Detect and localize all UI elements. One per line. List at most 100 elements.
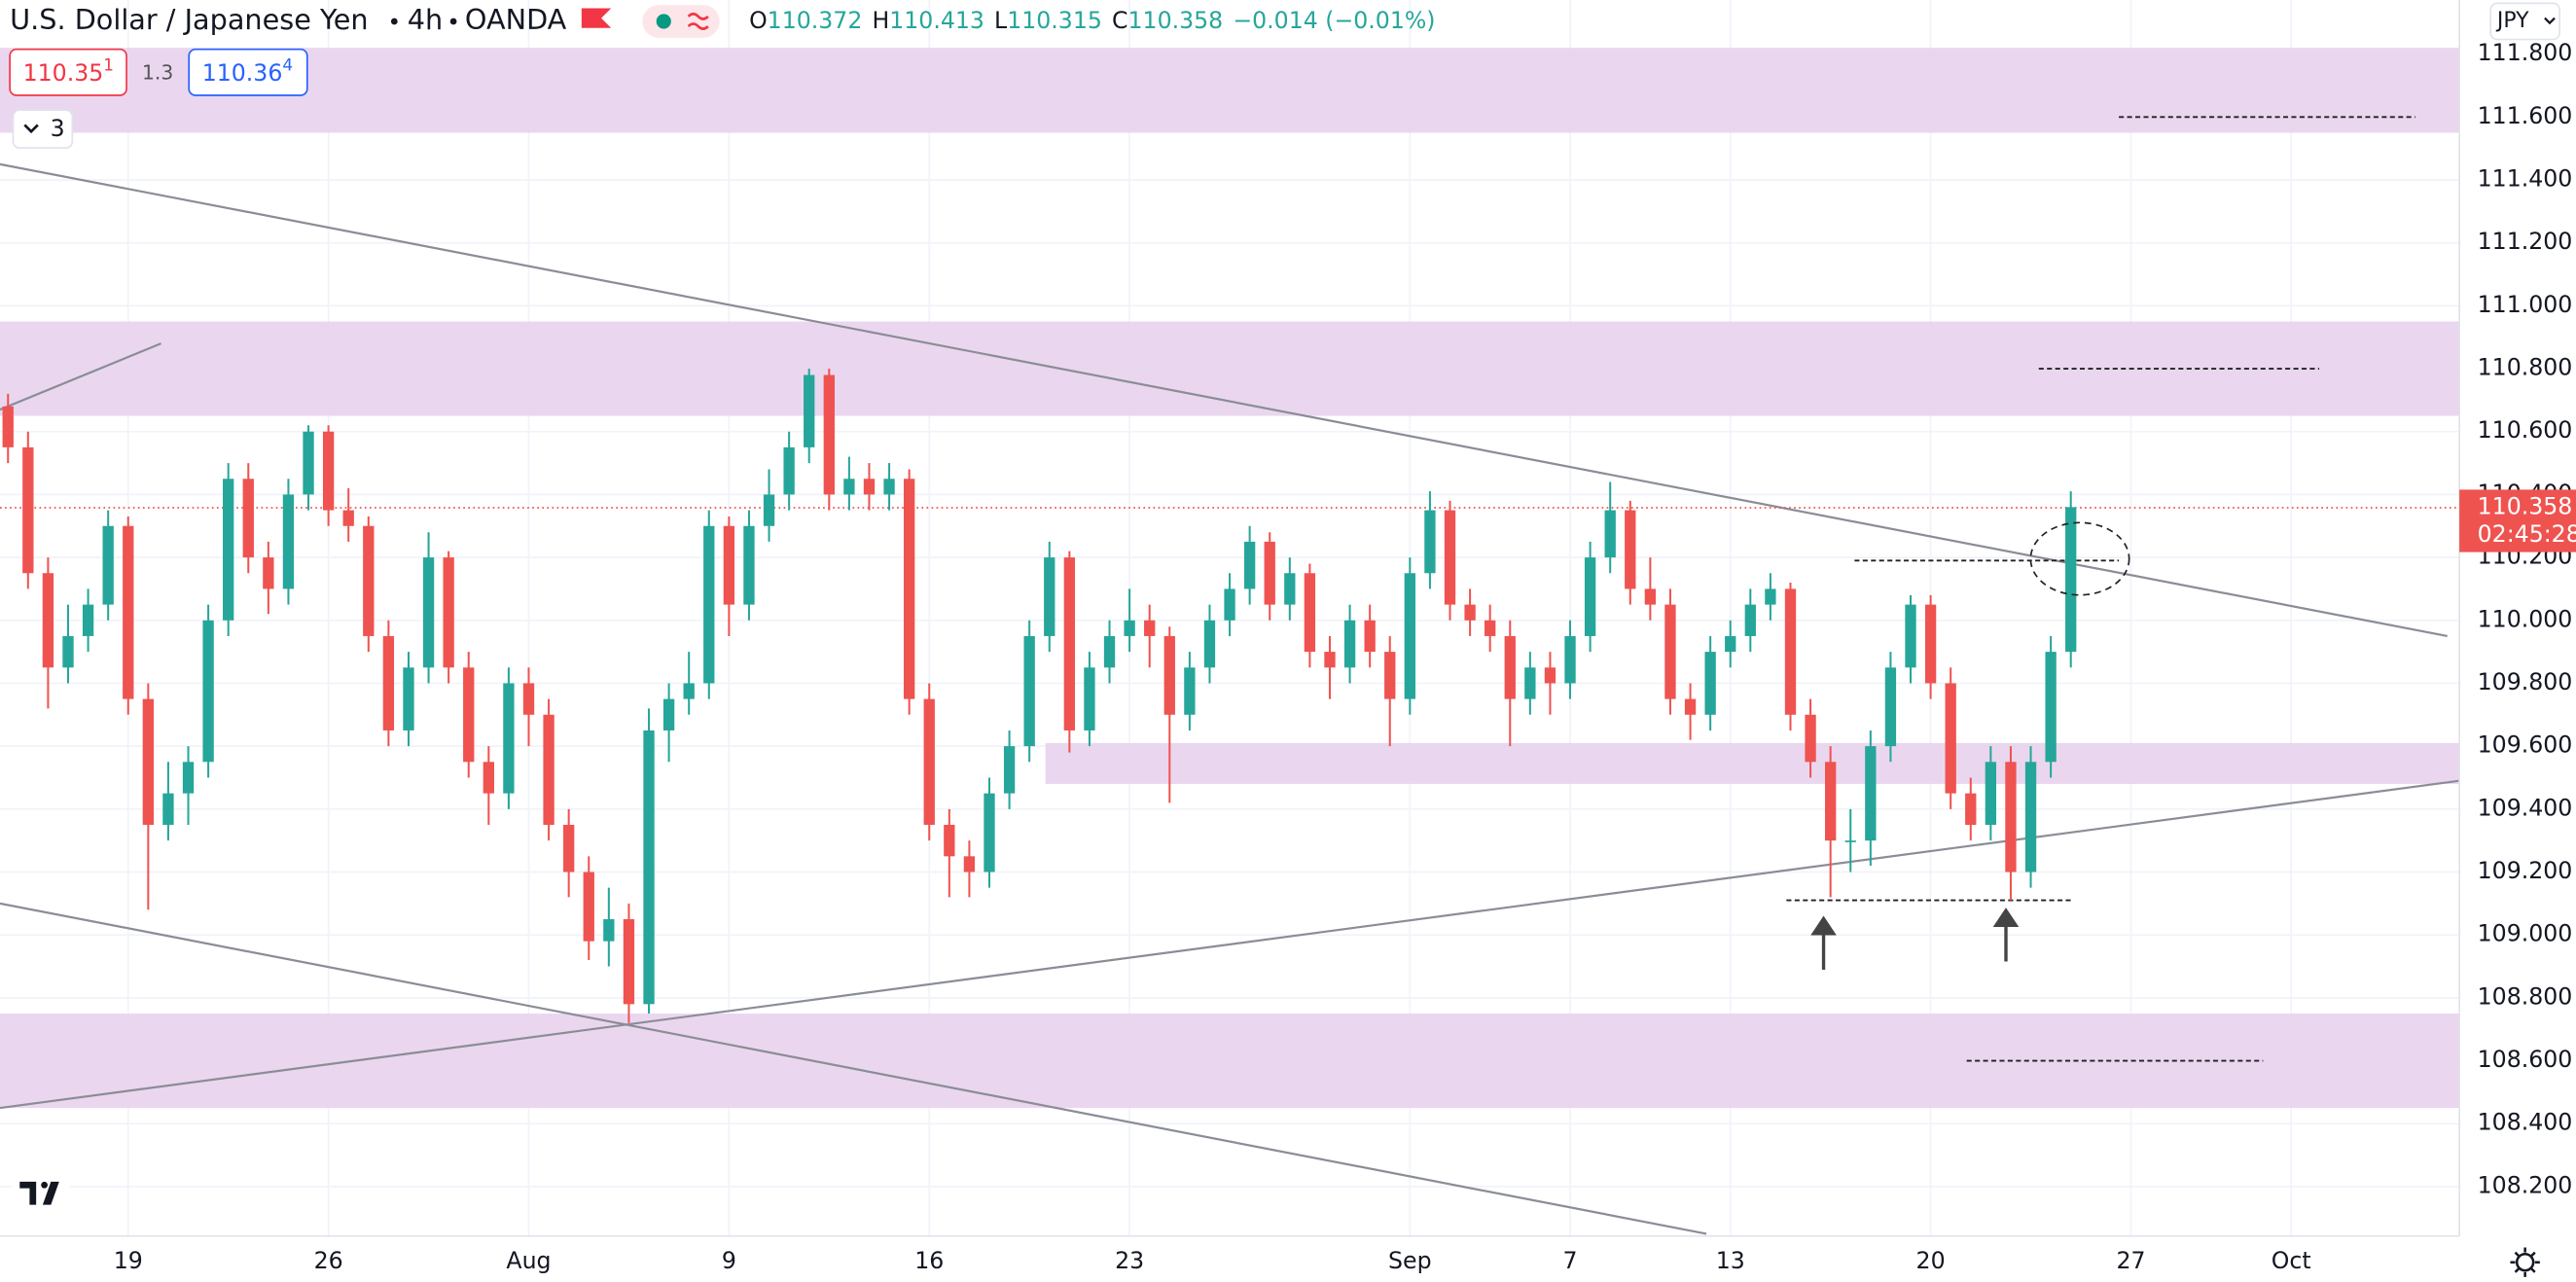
candle-body (1343, 620, 1356, 668)
candle-body (1884, 667, 1897, 747)
candle-body (1163, 635, 1175, 715)
status-pill[interactable] (642, 5, 720, 38)
x-tick-label: 13 (1716, 1247, 1745, 1274)
candle-body (1144, 620, 1156, 636)
y-tick-label: 108.600 (2478, 1046, 2573, 1073)
trend-line (0, 902, 1707, 1235)
settings-icon[interactable] (2510, 1247, 2540, 1277)
candle-body (1844, 840, 1856, 842)
source: OANDA (465, 3, 567, 36)
candle-body (743, 525, 755, 605)
candle-body (282, 494, 295, 589)
candle-body (723, 525, 735, 605)
candle-body (1324, 652, 1336, 668)
candle-body (823, 374, 835, 495)
y-tick-label: 110.800 (2478, 354, 2573, 381)
y-tick-label: 111.400 (2478, 164, 2573, 192)
sell-button[interactable] (9, 48, 127, 96)
price-axis (2459, 0, 2576, 1282)
candle-body (843, 479, 855, 495)
x-tick-label: 20 (1916, 1247, 1946, 1274)
market-open-dot (656, 14, 671, 29)
axis-labels: 108.200 108.400 108.600 108.800 109.000 109.2… (114, 39, 2576, 1274)
zone (0, 48, 2460, 133)
candle-body (1424, 510, 1436, 574)
candle-body (583, 872, 594, 942)
candle-body (1485, 620, 1496, 636)
candle-body (522, 683, 535, 715)
candle-body (1284, 573, 1296, 605)
candle-body (1063, 557, 1076, 730)
currency-button[interactable] (2489, 2, 2560, 41)
candle-body (1464, 604, 1476, 621)
ohlc-value: 110.372 (768, 6, 863, 33)
zones (0, 48, 2460, 1109)
candle-body (1924, 604, 1937, 684)
candle-body (1945, 683, 1956, 794)
bid-price: 110.351 (23, 55, 114, 87)
flag-icon[interactable] (581, 8, 612, 28)
candle-body (703, 525, 715, 684)
candle-body (1704, 652, 1716, 715)
candle-body (783, 446, 795, 495)
y-tick-label: 110.600 (2478, 416, 2573, 444)
candle-body (1684, 698, 1697, 715)
candle-body (1725, 635, 1736, 653)
candle-body (1644, 588, 1657, 605)
y-tick-label: 109.000 (2478, 920, 2573, 947)
candle-body (503, 683, 515, 794)
candle-body (883, 479, 895, 495)
x-tick-label: 9 (722, 1247, 736, 1274)
symbol: U.S. Dollar / Japanese Yen (10, 3, 368, 36)
candle-body (1243, 541, 1256, 589)
y-tick-label: 111.200 (2478, 228, 2573, 255)
arrows (1810, 908, 2020, 970)
arrow-head (1810, 915, 1837, 936)
highlight-ellipse (2029, 521, 2130, 596)
x-tick-label: Oct (2272, 1247, 2311, 1274)
candle-body (1003, 746, 1016, 794)
candle-body (1404, 573, 1415, 699)
gear (2515, 1253, 2535, 1272)
candle-body (403, 667, 414, 730)
candle-body (1784, 588, 1797, 715)
x-tick-label: 27 (2116, 1247, 2145, 1274)
candle-body (42, 573, 54, 668)
candle-body (463, 667, 475, 763)
candle-body (1224, 588, 1235, 621)
ohlc-label: L (994, 6, 1008, 33)
indicator-count: 3 (51, 115, 65, 142)
candle-body (443, 557, 454, 668)
wave-icon (687, 13, 709, 30)
candle-body (1564, 635, 1576, 684)
candle-body (1905, 604, 1916, 668)
x-tick-label: Aug (506, 1247, 551, 1274)
header: U.S. Dollar / Japanese Yen 4h OANDA O110… (9, 3, 1436, 149)
candle-body (263, 557, 274, 589)
indicators-toggle[interactable] (12, 109, 74, 149)
drawings (0, 116, 2460, 1235)
y-tick-label: 109.200 (2478, 857, 2573, 884)
candle-body (1184, 667, 1196, 715)
y-tick-label: 109.800 (2478, 668, 2573, 695)
time-axis (0, 1235, 2576, 1282)
currency: JPY (2495, 9, 2529, 33)
candle-body (1084, 667, 1095, 730)
candle-body (162, 793, 174, 825)
candle-body (62, 635, 74, 668)
candle-body (1625, 510, 1636, 589)
candle-body (1584, 557, 1596, 636)
candle-body (1544, 667, 1556, 684)
buy-button[interactable] (188, 48, 308, 96)
ohlc-value: 110.358 (1128, 6, 1224, 33)
candle-body (804, 374, 815, 447)
candle-body (683, 683, 695, 699)
candle-body (903, 479, 915, 699)
interval[interactable]: 4h (408, 3, 443, 36)
bid-value: 110.35 (23, 59, 104, 87)
candle-body (1444, 510, 1456, 605)
candle-body (322, 431, 335, 511)
chevron (2544, 17, 2556, 25)
y-tick-label: 108.400 (2478, 1109, 2573, 1136)
